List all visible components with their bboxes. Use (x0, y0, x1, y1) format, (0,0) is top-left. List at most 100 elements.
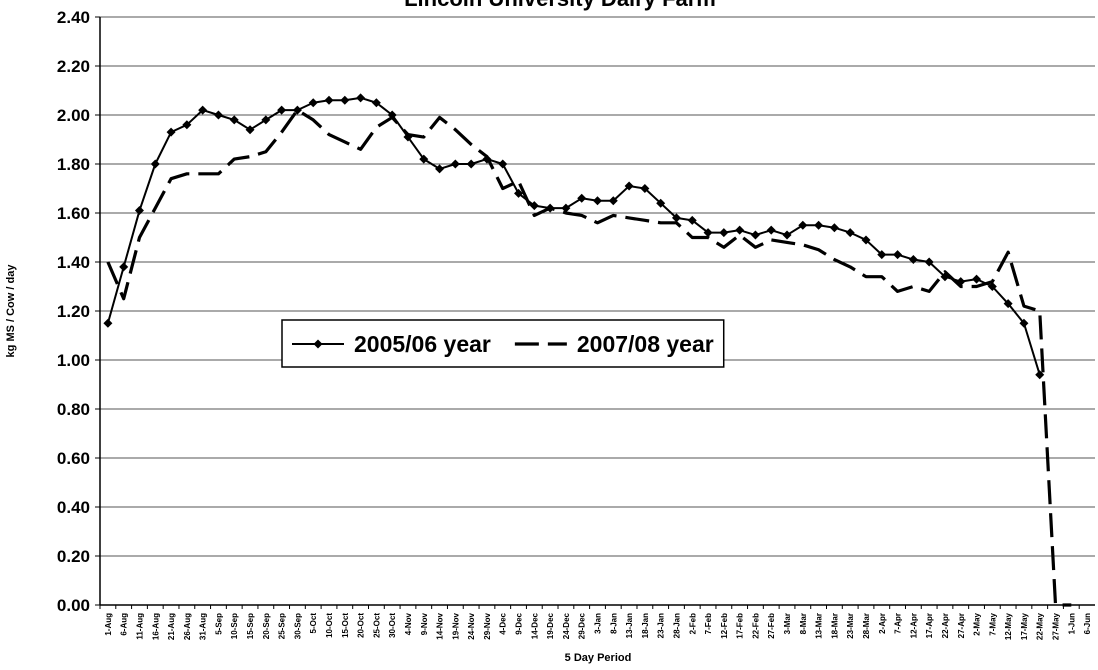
y-tick-label: 1.80 (57, 155, 90, 174)
data-point (640, 184, 650, 193)
x-tick-label: 8-Mar (799, 613, 808, 634)
x-tick-label: 31-Aug (199, 613, 208, 640)
x-tick-label: 7-Feb (704, 613, 713, 634)
x-tick-label: 17-May (1020, 612, 1029, 640)
data-point (861, 235, 871, 245)
data-point (561, 203, 571, 213)
legend-box (281, 319, 725, 368)
data-point (1003, 299, 1013, 309)
data-point (371, 98, 381, 108)
data-point (529, 201, 539, 211)
data-point (766, 225, 776, 235)
x-tick-label: 10-Oct (325, 613, 334, 638)
x-tick-label: 17-Apr (925, 613, 934, 638)
y-tick-label: 2.20 (57, 57, 90, 76)
x-tick-label: 29-Nov (483, 612, 492, 639)
data-point (608, 196, 618, 206)
data-point (972, 274, 982, 284)
x-tick-label: 28-Jan (672, 613, 681, 638)
data-point (419, 154, 429, 164)
data-point (213, 110, 223, 120)
data-point (987, 282, 997, 291)
x-tick-label: 1-Aug (104, 613, 113, 636)
data-point (671, 213, 681, 223)
x-tick-label: 15-Sep (246, 613, 255, 639)
y-tick-label: 2.00 (57, 106, 90, 125)
data-point (798, 220, 808, 230)
x-tick-label: 22-Feb (751, 613, 760, 639)
x-tick-label: 25-Oct (372, 613, 381, 638)
x-tick-label: 13-Jan (625, 613, 634, 638)
x-tick-label: 12-Feb (720, 613, 729, 639)
data-point (750, 230, 760, 240)
x-tick-label: 19-Nov (451, 612, 460, 639)
x-tick-label: 18-Jan (641, 613, 650, 638)
data-point (119, 262, 129, 272)
y-tick-label: 1.60 (57, 204, 90, 223)
x-tick-label: 21-Aug (167, 613, 176, 640)
x-tick-label: 2-Feb (688, 613, 697, 634)
x-tick-label: 20-Oct (357, 613, 366, 638)
data-point (908, 255, 918, 265)
data-point (498, 159, 508, 169)
data-point (324, 95, 334, 105)
data-point (150, 159, 160, 169)
data-point (593, 196, 602, 206)
legend: 2005/06 year 2007/08 year (281, 319, 725, 368)
x-tick-label: 29-Dec (578, 612, 587, 639)
y-tick-label: 1.00 (57, 351, 90, 370)
x-tick-label: 23-Jan (657, 613, 666, 638)
data-point (450, 159, 460, 169)
data-point (687, 215, 697, 225)
x-tick-label: 6-Jun (1083, 613, 1092, 634)
x-tick-label: 23-Mar (846, 613, 855, 639)
x-tick-label: 1-Jun (1067, 613, 1076, 634)
x-tick-label: 22-May (1036, 612, 1045, 640)
x-tick-label: 24-Nov (467, 612, 476, 639)
x-tick-label: 24-Dec (562, 612, 571, 639)
data-point (703, 228, 713, 238)
x-tick-label: 3-Mar (783, 613, 792, 634)
x-tick-label: 6-Aug (120, 613, 129, 636)
data-point (814, 220, 824, 230)
data-point (893, 250, 903, 260)
x-tick-label: 2-May (973, 612, 982, 635)
series-line (106, 108, 1072, 607)
x-tick-label: 26-Aug (183, 613, 192, 640)
legend-marker (313, 339, 323, 349)
data-point (719, 228, 729, 238)
x-tick-label: 2-Apr (878, 613, 887, 634)
x-tick-label: 14-Nov (436, 612, 445, 639)
x-tick-label: 30-Oct (388, 613, 397, 638)
x-tick-label: 5-Oct (309, 613, 318, 634)
x-tick-label: 20-Sep (262, 613, 271, 639)
x-tick-label: 9-Dec (515, 612, 524, 634)
x-tick-label: 28-Mar (862, 613, 871, 639)
data-point (829, 223, 839, 233)
x-tick-label: 13-Mar (815, 613, 824, 639)
data-point (245, 125, 255, 135)
y-tick-label: 0.40 (57, 498, 90, 517)
y-tick-label: 0.20 (57, 547, 90, 566)
data-point (735, 225, 745, 235)
data-point (166, 127, 176, 137)
data-point (466, 159, 476, 169)
chart-title: Lincoln University Dairy Farm (404, 0, 716, 11)
y-axis-title: kg MS / Cow / day (5, 264, 17, 358)
x-tick-label: 5-Sep (214, 613, 223, 635)
data-point (229, 115, 239, 125)
x-tick-label: 12-May (1004, 612, 1013, 640)
data-point (261, 115, 271, 125)
data-point (308, 98, 318, 108)
x-tick-label: 10-Sep (230, 613, 239, 639)
x-tick-label: 11-Aug (135, 613, 144, 640)
x-tick-label: 16-Aug (151, 613, 160, 640)
data-point (577, 193, 587, 203)
x-tick-label: 27-May (1052, 612, 1061, 640)
x-tick-label: 25-Sep (278, 613, 287, 639)
x-tick-label: 14-Dec (530, 612, 539, 639)
x-tick-label: 15-Oct (341, 613, 350, 638)
x-tick-label: 3-Jan (594, 613, 603, 634)
data-point (924, 257, 934, 267)
